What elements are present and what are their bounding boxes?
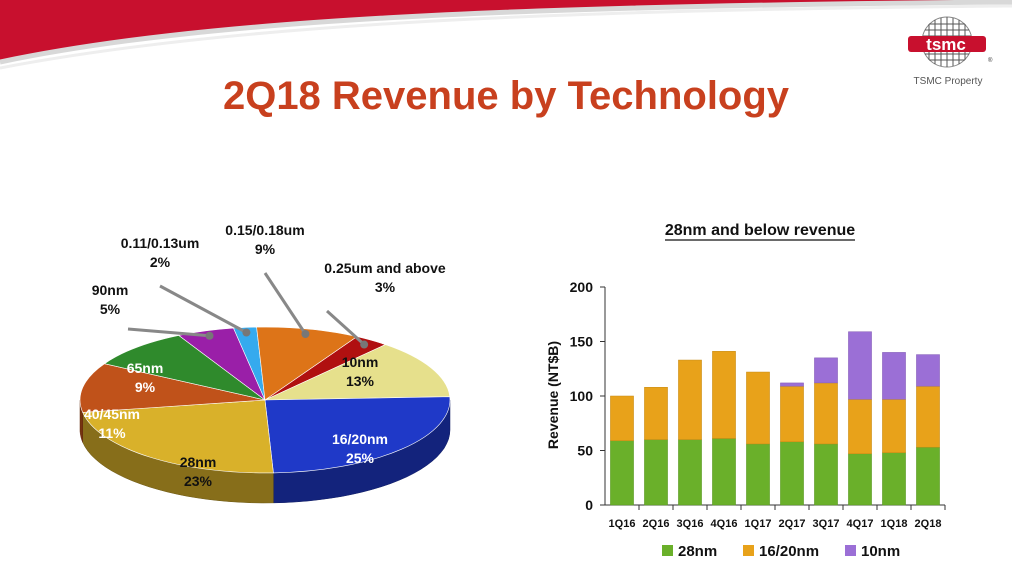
pie-label-90nm: 90nm (92, 282, 129, 298)
x-tick-label-1q16: 1Q16 (609, 518, 636, 530)
pie-pct-16-20nm: 25% (346, 450, 375, 466)
bar-10nm-3q17 (814, 357, 838, 384)
leader-dot-90nm (205, 331, 214, 340)
x-tick-label-4q17: 4Q17 (847, 518, 874, 530)
bar-10nm-1q18 (882, 352, 906, 400)
logo-trademark: ® (988, 57, 993, 64)
leader-dot-0-11-0-13um (242, 328, 251, 337)
pie-labels: 0.25um and above 3% 10nm 13% 16/20nm 25% 28nm 2… (84, 222, 446, 489)
pie-label-40-45nm: 40/45nm (84, 406, 140, 422)
bar-28nm-1q17 (746, 443, 770, 506)
pie-label-0-11-0-13um: 0.11/0.13um (121, 235, 200, 251)
pie-label-10nm: 10nm (342, 354, 379, 370)
legend-label-10nm: 10nm (861, 543, 900, 560)
bar-28nm-2q18 (916, 446, 940, 506)
x-tick-label-3q16: 3Q16 (677, 518, 704, 530)
legend-label-28nm: 28nm (678, 543, 717, 560)
technology-pie-chart: 0.25um and above 3% 10nm 13% 16/20nm 25% 28nm 2… (79, 222, 451, 504)
x-tick-label-1q17: 1Q17 (745, 518, 772, 530)
tsmc-logo: tsmc ® (908, 16, 993, 68)
y-tick-label: 200 (570, 279, 594, 295)
bar-16-20nm-2q16 (644, 387, 668, 440)
legend-swatch-28nm (662, 545, 673, 556)
pie-slice-65nm (103, 335, 266, 401)
bar-16-20nm-1q18 (882, 399, 906, 453)
legend-label-16-20nm: 16/20nm (759, 543, 819, 560)
bar-16-20nm-3q17 (814, 382, 838, 445)
y-tick-label: 0 (585, 497, 593, 513)
bar-10nm-4q17 (848, 331, 872, 400)
leader-line-0-15-0-18um (263, 272, 307, 335)
bar-28nm-3q17 (814, 443, 838, 506)
pie-pct-65nm: 9% (135, 379, 156, 395)
leader-line-0-11-0-13um (159, 284, 248, 334)
leader-dot-0-25um-and-above (360, 340, 369, 349)
x-tick-label-2q17: 2Q17 (779, 518, 806, 530)
bar-28nm-1q16 (610, 440, 634, 506)
bar-16-20nm-2q18 (916, 385, 940, 448)
bar-legend: 28nm 16/20nm 10nm (662, 543, 900, 560)
legend-swatch-10nm (845, 545, 856, 556)
pie-label-0-25um-and-above: 0.25um and above (324, 260, 446, 276)
bar-10nm-2q17 (780, 382, 804, 387)
leader-line-0-25um-and-above (325, 309, 366, 346)
pie-top (79, 326, 451, 474)
bar-16-20nm-4q16 (712, 351, 736, 439)
pie-label-16-20nm: 16/20nm (332, 431, 388, 447)
bar-28nm-4q16 (712, 438, 736, 506)
x-tick-label-2q16: 2Q16 (643, 518, 670, 530)
pie-slice-40-45nm (79, 363, 266, 413)
bar-16-20nm-1q16 (610, 395, 634, 441)
bar-x-ticks: 1Q16 2Q16 3Q16 4Q16 1Q17 2Q17 3Q17 4Q17 1Q18 2Q18 (609, 505, 946, 530)
y-tick-label: 150 (570, 334, 594, 350)
pie-pct-10nm: 13% (346, 373, 375, 389)
bar-16-20nm-2q17 (780, 385, 804, 443)
revenue-bar-chart: 28nm and below revenue Revenue (NT$B) 0 5… (545, 222, 946, 560)
bar-16-20nm-1q17 (746, 371, 770, 445)
x-tick-label-1q18: 1Q18 (881, 518, 908, 530)
bar-28nm-2q17 (780, 441, 804, 506)
bar-16-20nm-4q17 (848, 399, 872, 455)
leader-dot-0-15-0-18um (301, 330, 310, 339)
bar-16-20nm-3q16 (678, 359, 702, 440)
y-tick-label: 100 (570, 388, 594, 404)
x-tick-label-3q17: 3Q17 (813, 518, 840, 530)
bar-28nm-3q16 (678, 439, 702, 506)
pie-label-0-15-0-18um: 0.15/0.18um (225, 222, 304, 238)
x-tick-label-4q16: 4Q16 (711, 518, 738, 530)
y-axis-label: Revenue (NT$B) (545, 341, 561, 449)
logo-wordmark: tsmc (926, 35, 966, 54)
bar-marks (610, 331, 940, 506)
bar-10nm-2q18 (916, 354, 940, 387)
pie-pct-40-45nm: 11% (98, 425, 126, 441)
x-tick-label-2q18: 2Q18 (915, 518, 942, 530)
bar-28nm-1q18 (882, 452, 906, 506)
pie-pct-0-11-0-13um: 2% (150, 254, 171, 270)
pie-label-65nm: 65nm (127, 360, 164, 376)
bar-28nm-2q16 (644, 439, 668, 506)
y-tick-label: 50 (577, 443, 593, 459)
pie-leaders (127, 272, 369, 349)
pie-pct-0-25um-and-above: 3% (375, 279, 396, 295)
pie-label-28nm: 28nm (180, 454, 217, 470)
pie-pct-28nm: 23% (184, 473, 213, 489)
bar-28nm-4q17 (848, 453, 872, 506)
leader-line-90nm (127, 327, 210, 338)
header-swoosh (0, 0, 1012, 70)
pie-pct-90nm: 5% (100, 301, 121, 317)
legend-swatch-16-20nm (743, 545, 754, 556)
pie-slice-28nm (82, 399, 274, 474)
pie-slice-10nm (264, 344, 451, 401)
pie-pct-0-15-0-18um: 9% (255, 241, 276, 257)
pie-slice-16-20nm (264, 396, 451, 474)
bar-chart-title: 28nm and below revenue (665, 222, 855, 239)
page-title: 2Q18 Revenue by Technology (222, 74, 790, 118)
logo-caption: TSMC Property (913, 76, 983, 87)
